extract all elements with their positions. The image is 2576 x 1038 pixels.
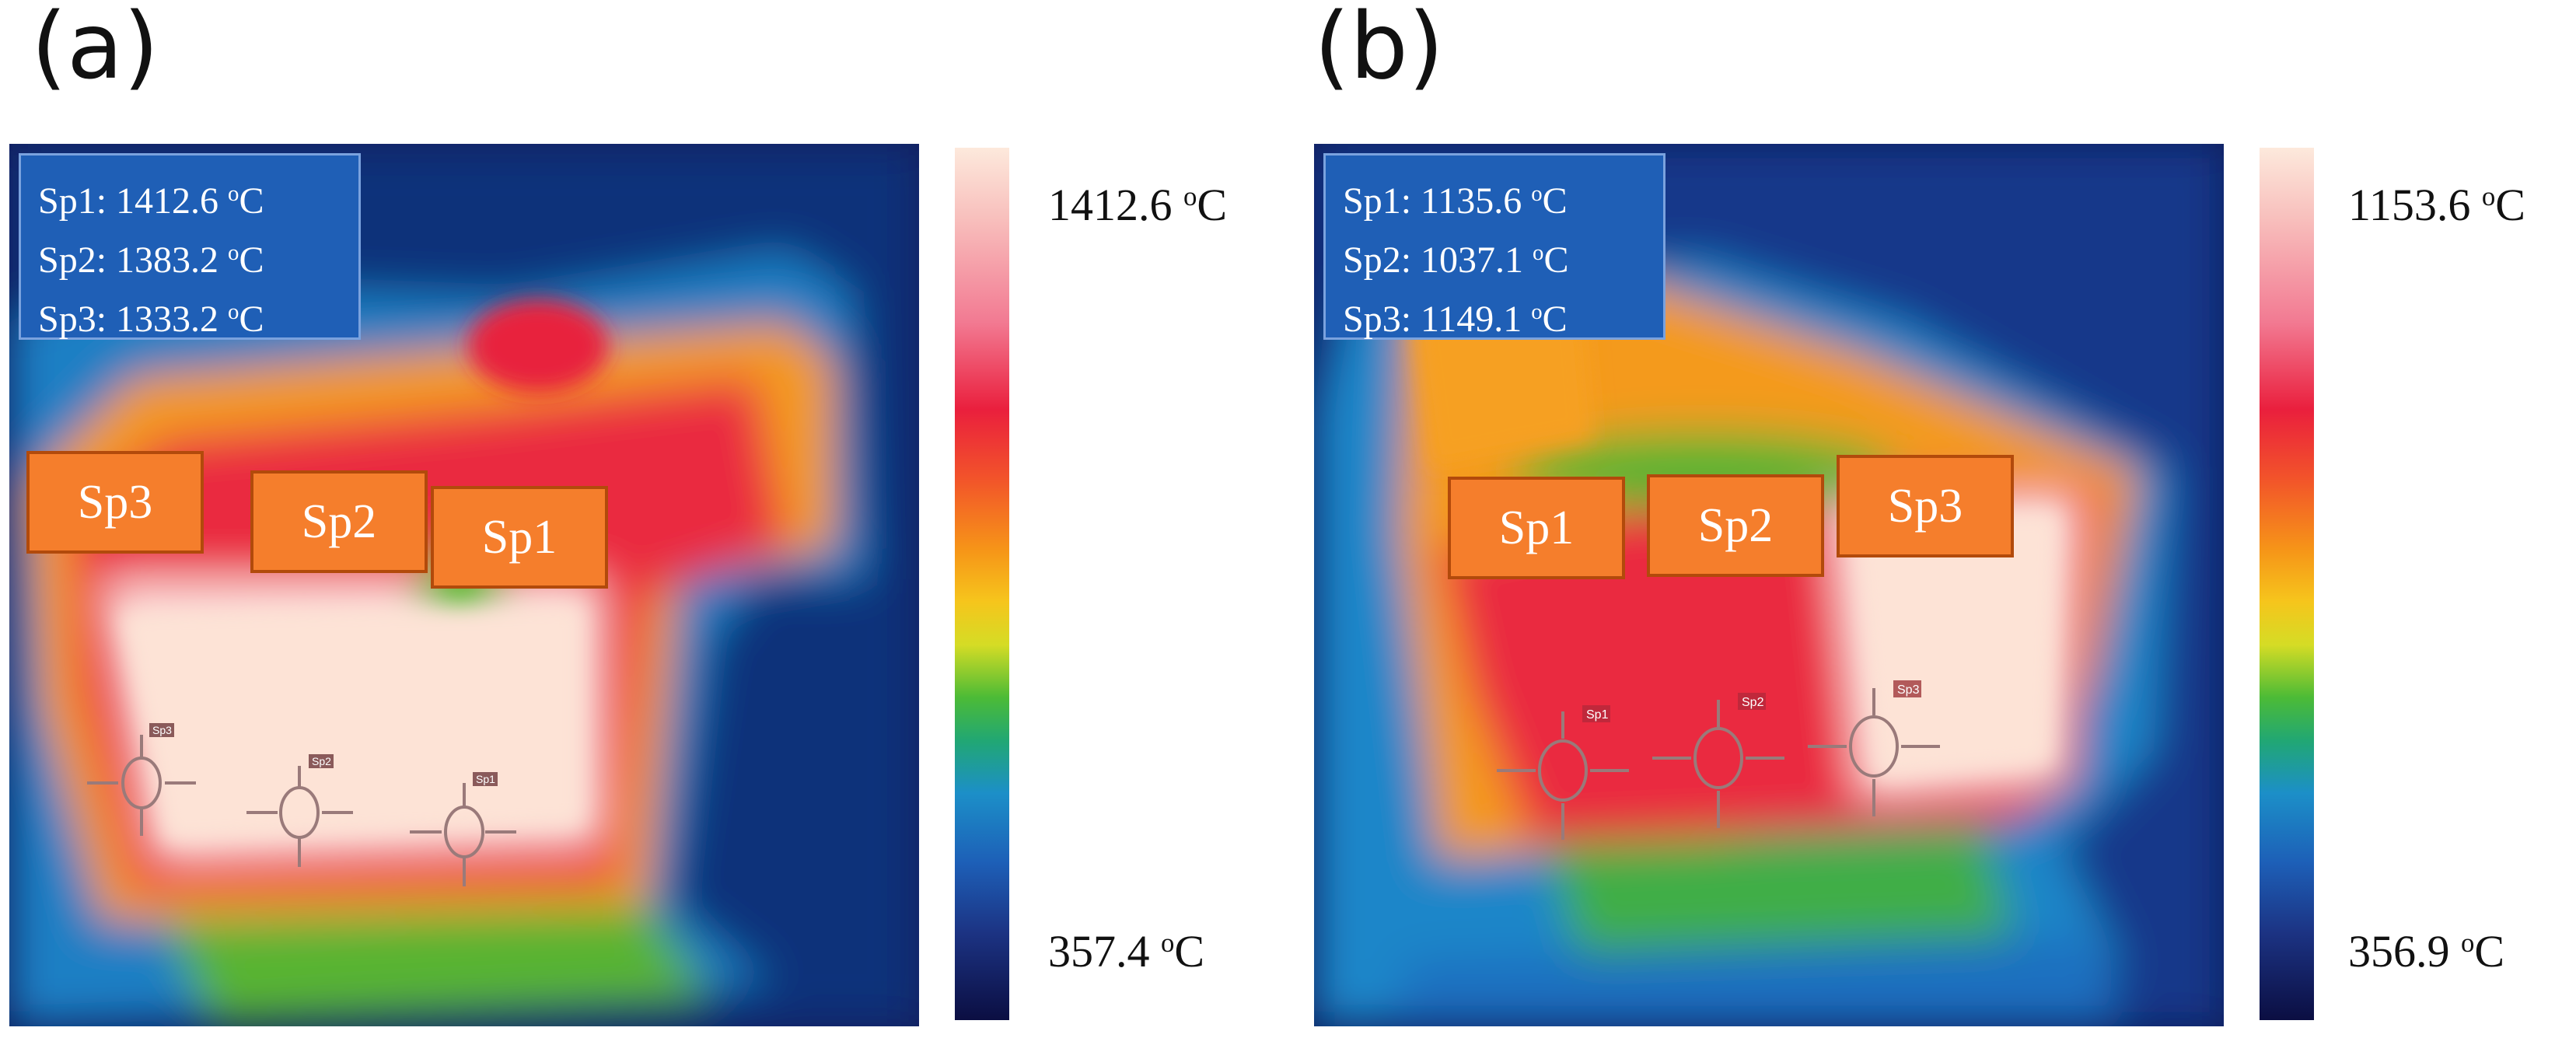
readout-a-row-1: Sp1: 1412.6 oC — [38, 180, 264, 222]
tag-b-2: Sp2 — [1647, 474, 1824, 577]
spot-readout-a: Sp1: 1412.6 oC Sp2: 1383.2 oC Sp3: 1333.… — [19, 153, 361, 340]
colorbar-b — [2260, 148, 2314, 1020]
readout-b-row-3: Sp3: 1149.1 oC — [1343, 298, 1568, 340]
panel-b-letter: (b) — [1314, 0, 1444, 100]
spot-readout-b: Sp1: 1135.6 oC Sp2: 1037.1 oC Sp3: 1149.… — [1323, 153, 1665, 340]
marker-a-3-label: Sp1 — [476, 773, 495, 785]
marker-a-1-label: Sp3 — [152, 724, 172, 736]
readout-a-row-2: Sp2: 1383.2 oC — [38, 239, 264, 281]
thermal-scene-b: Sp1 Sp2 Sp3 — [1314, 144, 2224, 1026]
marker-a-2-label: Sp2 — [312, 755, 331, 767]
marker-a-2 — [246, 766, 353, 867]
readout-a-row-3: Sp3: 1333.2 oC — [38, 298, 264, 340]
thermal-image-a: Sp3 Sp2 Sp1 Sp1: 1412.6 oC Sp2: 1383.2 o… — [9, 144, 919, 1026]
marker-b-3 — [1808, 688, 1940, 816]
marker-a-3 — [410, 783, 516, 886]
marker-group-a — [87, 735, 516, 886]
marker-group-b — [1497, 688, 1940, 840]
readout-b-row-1: Sp1: 1135.6 oC — [1343, 180, 1568, 222]
scale-max-b: 1153.6 oC — [2348, 180, 2525, 230]
tag-a-3: Sp1 — [431, 486, 608, 589]
marker-b-3-label: Sp3 — [1897, 683, 1920, 697]
scale-min-b: 356.9 oC — [2348, 926, 2505, 977]
marker-b-2-label: Sp2 — [1742, 696, 1764, 709]
tag-a-1: Sp3 — [26, 451, 204, 554]
tag-b-1: Sp1 — [1448, 477, 1625, 579]
marker-b-1-label: Sp1 — [1586, 708, 1609, 722]
readout-b-row-2: Sp2: 1037.1 oC — [1343, 239, 1569, 281]
tag-b-3: Sp3 — [1837, 455, 2014, 557]
scale-max-a: 1412.6 oC — [1048, 180, 1228, 230]
panel-a-letter: (a) — [31, 0, 159, 100]
marker-a-1 — [87, 735, 196, 836]
marker-b-2 — [1652, 700, 1784, 828]
thermal-image-b: Sp1 Sp2 Sp3 Sp1: 1135.6 oC Sp2: 1037.1 o… — [1314, 144, 2224, 1026]
tag-a-2: Sp2 — [250, 470, 428, 573]
colorbar-a — [955, 148, 1009, 1020]
marker-b-1 — [1497, 711, 1629, 840]
scale-min-a: 357.4 oC — [1048, 926, 1205, 977]
